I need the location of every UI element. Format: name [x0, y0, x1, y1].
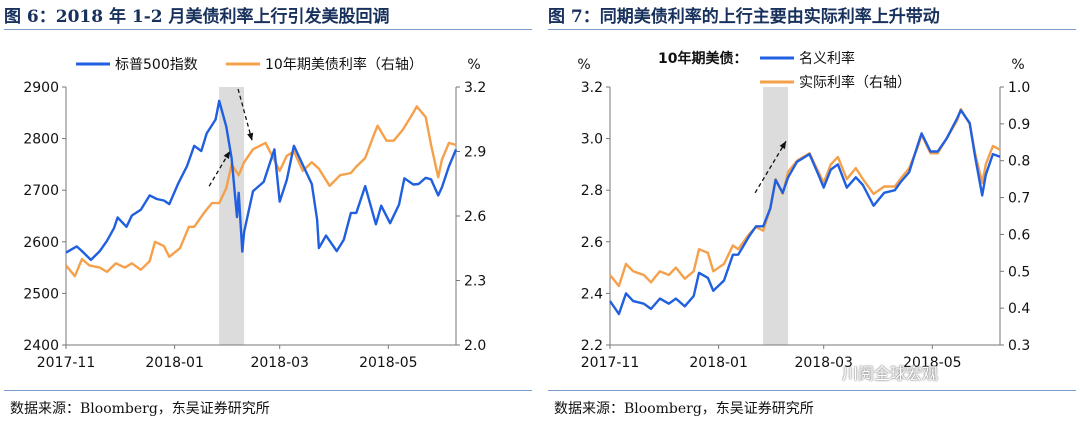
x-tick-label: 2017-11: [581, 355, 640, 371]
right-tick-label: 2.3: [464, 274, 486, 290]
series-line-0: [65, 99, 458, 262]
source-rule: [548, 390, 1076, 391]
legend-label-0: 名义利率: [799, 50, 855, 67]
chart-fig6: 2400 2500 2600 2700 2800 2900 2.0 2.3 2.6 2.9 3.2%…: [23, 56, 486, 371]
title-rule: [548, 29, 1076, 30]
right-tick-label: 2.9: [464, 145, 486, 161]
series-line-1: [65, 105, 457, 278]
series-line-1: [609, 107, 1001, 288]
x-tick-label: 2018-03: [250, 355, 309, 371]
right-tick-label: 2.0: [464, 338, 486, 354]
right-tick-label: 1.0: [1008, 80, 1030, 96]
legend-title: 10年期美债：: [658, 50, 747, 67]
chart-panel-fig6: 图 6：2018 年 1-2 月美债利率上行引发美股回调 2400 2500 260…: [4, 0, 534, 421]
series-line-0: [609, 108, 1001, 316]
left-tick-label: 2800: [23, 132, 59, 148]
right-tick-label: 0.9: [1008, 117, 1030, 133]
legend-label-1: 实际利率（右轴）: [799, 74, 911, 91]
annotation-arrow-down: [237, 88, 253, 141]
left-tick-label: 3.0: [581, 132, 603, 148]
legend-label-1: 10年期美债利率（右轴）: [265, 56, 423, 73]
right-tick-label: 3.2: [464, 80, 486, 96]
chart-source: 数据来源：Bloomberg，东吴证券研究所: [10, 401, 270, 417]
right-tick-label: 0.4: [1008, 301, 1030, 317]
x-tick-label: 2018-05: [359, 355, 418, 371]
left-tick-label: 2500: [23, 286, 59, 302]
x-tick-label: 2017-11: [37, 355, 96, 371]
annotation-arrow-up-head: [779, 141, 787, 150]
right-tick-label: 0.3: [1008, 338, 1030, 354]
annotation-arrow-up-head: [223, 151, 231, 159]
x-tick-label: 2018-01: [689, 355, 748, 371]
annotation-arrow-up: [754, 140, 787, 194]
left-tick-label: 3.2: [581, 80, 603, 96]
left-tick-label: 2.2: [581, 338, 603, 354]
right-axis-unit: %: [1011, 57, 1024, 73]
left-axis-unit: %: [577, 57, 590, 73]
left-tick-label: 2.4: [581, 286, 603, 302]
chart-fig7: 2.2 2.4 2.6 2.8 3.0 3.2 0.3 0.4 0.5 0.6 0.7 0.8 0.9 1…: [577, 50, 1030, 371]
x-tick-label: 2018-01: [145, 355, 204, 371]
left-tick-label: 2.8: [581, 183, 603, 199]
chart-title: 图 6：2018 年 1-2 月美债利率上行引发美股回调: [4, 7, 390, 27]
x-tick-label: 2018-05: [903, 355, 962, 371]
source-rule: [4, 390, 532, 391]
left-tick-label: 2600: [23, 235, 59, 251]
left-tick-label: 2400: [23, 338, 59, 354]
right-tick-label: 0.5: [1008, 264, 1030, 280]
title-rule: [4, 29, 532, 30]
right-tick-label: 0.8: [1008, 154, 1030, 170]
right-axis-unit: %: [467, 57, 480, 73]
x-tick-label: 2018-03: [794, 355, 853, 371]
legend-label-0: 标普500指数: [115, 57, 198, 73]
watermark: 川阅全球宏观: [842, 364, 939, 383]
right-tick-label: 0.7: [1008, 191, 1030, 207]
left-tick-label: 2.6: [581, 235, 603, 251]
left-tick-label: 2700: [23, 183, 59, 199]
right-tick-label: 2.6: [464, 209, 486, 225]
chart-source: 数据来源：Bloomberg，东吴证券研究所: [554, 401, 814, 417]
right-tick-label: 0.6: [1008, 227, 1030, 243]
chart-title: 图 7：同期美债利率的上行主要由实际利率上升带动: [548, 7, 940, 27]
chart-panel-fig7: 图 7：同期美债利率的上行主要由实际利率上升带动 2.2 2.4 2.6 2.8 3.0…: [548, 0, 1078, 421]
annotation-arrow-down-head: [247, 132, 254, 141]
left-tick-label: 2900: [23, 80, 59, 96]
